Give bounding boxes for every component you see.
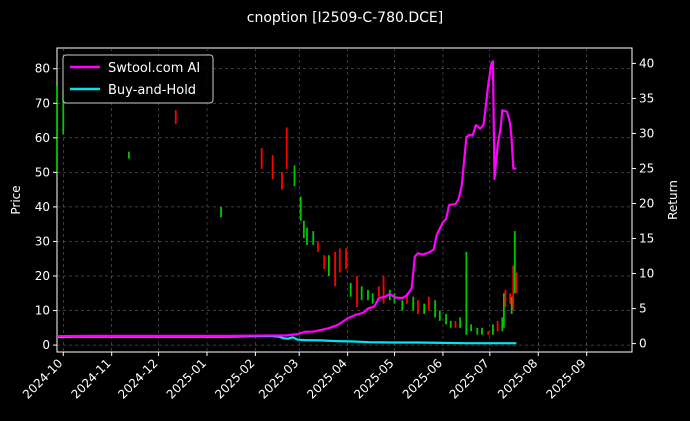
candle: [293, 165, 296, 187]
x-tick-label: 2024-10: [20, 356, 65, 401]
candle: [367, 289, 369, 301]
candle: [512, 265, 515, 311]
candle: [271, 155, 274, 180]
candle: [502, 293, 505, 328]
return-series: [56, 60, 517, 345]
y-tick-label: 70: [35, 96, 50, 110]
y-tick-label: 30: [35, 234, 50, 248]
chart-title: cnoption [I2509-C-780.DCE]: [247, 10, 443, 26]
y-tick-label: 60: [35, 131, 50, 145]
candle: [438, 310, 441, 321]
candle: [285, 127, 288, 169]
x-tick-label: 2025-03: [256, 356, 301, 401]
candle: [174, 110, 177, 124]
candle: [515, 272, 518, 294]
candle: [417, 300, 419, 314]
candle: [338, 248, 341, 273]
x-tick-label: 2025-09: [543, 356, 588, 401]
candle: [504, 289, 507, 308]
candle: [427, 296, 430, 311]
x-tick-label: 2025-04: [304, 356, 349, 401]
y-axis-label: Price: [9, 185, 23, 214]
candle: [349, 282, 352, 297]
x-tick-label: 2025-07: [447, 356, 492, 401]
candle: [510, 296, 513, 314]
y2-tick-label: 35: [639, 91, 654, 105]
candle: [465, 251, 468, 335]
y2-tick-label: 30: [639, 126, 654, 140]
y-tick-label: 10: [35, 304, 50, 318]
candle: [496, 320, 499, 332]
candle: [445, 314, 447, 325]
candle: [501, 317, 504, 332]
candle: [412, 296, 415, 311]
candle: [220, 206, 222, 218]
y2-tick-label: 10: [639, 267, 654, 281]
x-tick-label: 2025-08: [495, 356, 540, 401]
y2-tick-label: 5: [639, 302, 647, 316]
x-tick-label: 2025-06: [400, 356, 445, 401]
y-tick-label: 80: [35, 62, 50, 76]
candle: [299, 196, 302, 221]
legend-box: [62, 54, 214, 104]
y-tick-label: 40: [35, 200, 50, 214]
y2-tick-label: 25: [639, 161, 654, 175]
candle: [476, 327, 479, 335]
candle: [281, 172, 283, 190]
y2-axis-label: Return: [666, 180, 680, 220]
y2-tick-label: 40: [639, 56, 654, 70]
x-tick-label: 2025-01: [164, 356, 209, 401]
y2-tick-label: 15: [639, 232, 654, 246]
candle: [345, 248, 347, 270]
x-tick-label: 2024-11: [68, 356, 113, 401]
y-tick-label: 20: [35, 269, 50, 283]
candle: [360, 286, 363, 301]
y-axis-right: 0 5 10 15 20 25 30 35 40: [632, 56, 654, 351]
series-line-swtool: [56, 60, 517, 338]
y-tick-label: 0: [42, 338, 50, 352]
legend: Swtool.com AI Buy-and-Hold: [62, 54, 214, 104]
candle: [401, 300, 404, 311]
candle: [317, 241, 319, 252]
candle: [312, 231, 315, 245]
y2-tick-label: 0: [639, 337, 647, 351]
candle: [371, 293, 374, 304]
candle: [434, 300, 437, 318]
candle: [406, 293, 408, 304]
candle: [454, 320, 457, 328]
legend-label-swtool: Swtool.com AI: [108, 61, 200, 76]
candle: [509, 293, 512, 304]
x-tick-label: 2025-05: [351, 356, 396, 401]
y-tick-label: 50: [35, 165, 50, 179]
candle: [334, 251, 337, 287]
candle: [513, 231, 516, 294]
candle: [56, 86, 58, 173]
y2-tick-label: 20: [639, 197, 654, 211]
candle: [423, 303, 426, 314]
candle: [487, 331, 490, 335]
candle: [327, 255, 330, 276]
candle: [449, 320, 452, 328]
legend-label-buy-and-hold: Buy-and-Hold: [108, 83, 196, 98]
candle: [377, 286, 380, 297]
x-tick-label: 2025-02: [212, 356, 257, 401]
candle: [323, 255, 326, 270]
candle: [302, 220, 305, 238]
candle: [260, 148, 263, 169]
x-tick-label: 2024-12: [115, 356, 160, 401]
candle: [492, 324, 494, 335]
candle: [306, 227, 308, 245]
candle: [356, 276, 358, 308]
candle: [459, 317, 462, 328]
candle: [470, 324, 472, 332]
candle: [62, 89, 65, 135]
x-axis: 2024-10 2024-11 2024-12 2025-01 2025-022025-…: [20, 352, 589, 402]
y-axis-left: 0 10 20 30 40 50 60 70 80: [35, 62, 57, 352]
candle: [481, 327, 483, 335]
candle: [382, 276, 385, 304]
candle: [127, 151, 130, 159]
price-candles: [56, 86, 518, 335]
